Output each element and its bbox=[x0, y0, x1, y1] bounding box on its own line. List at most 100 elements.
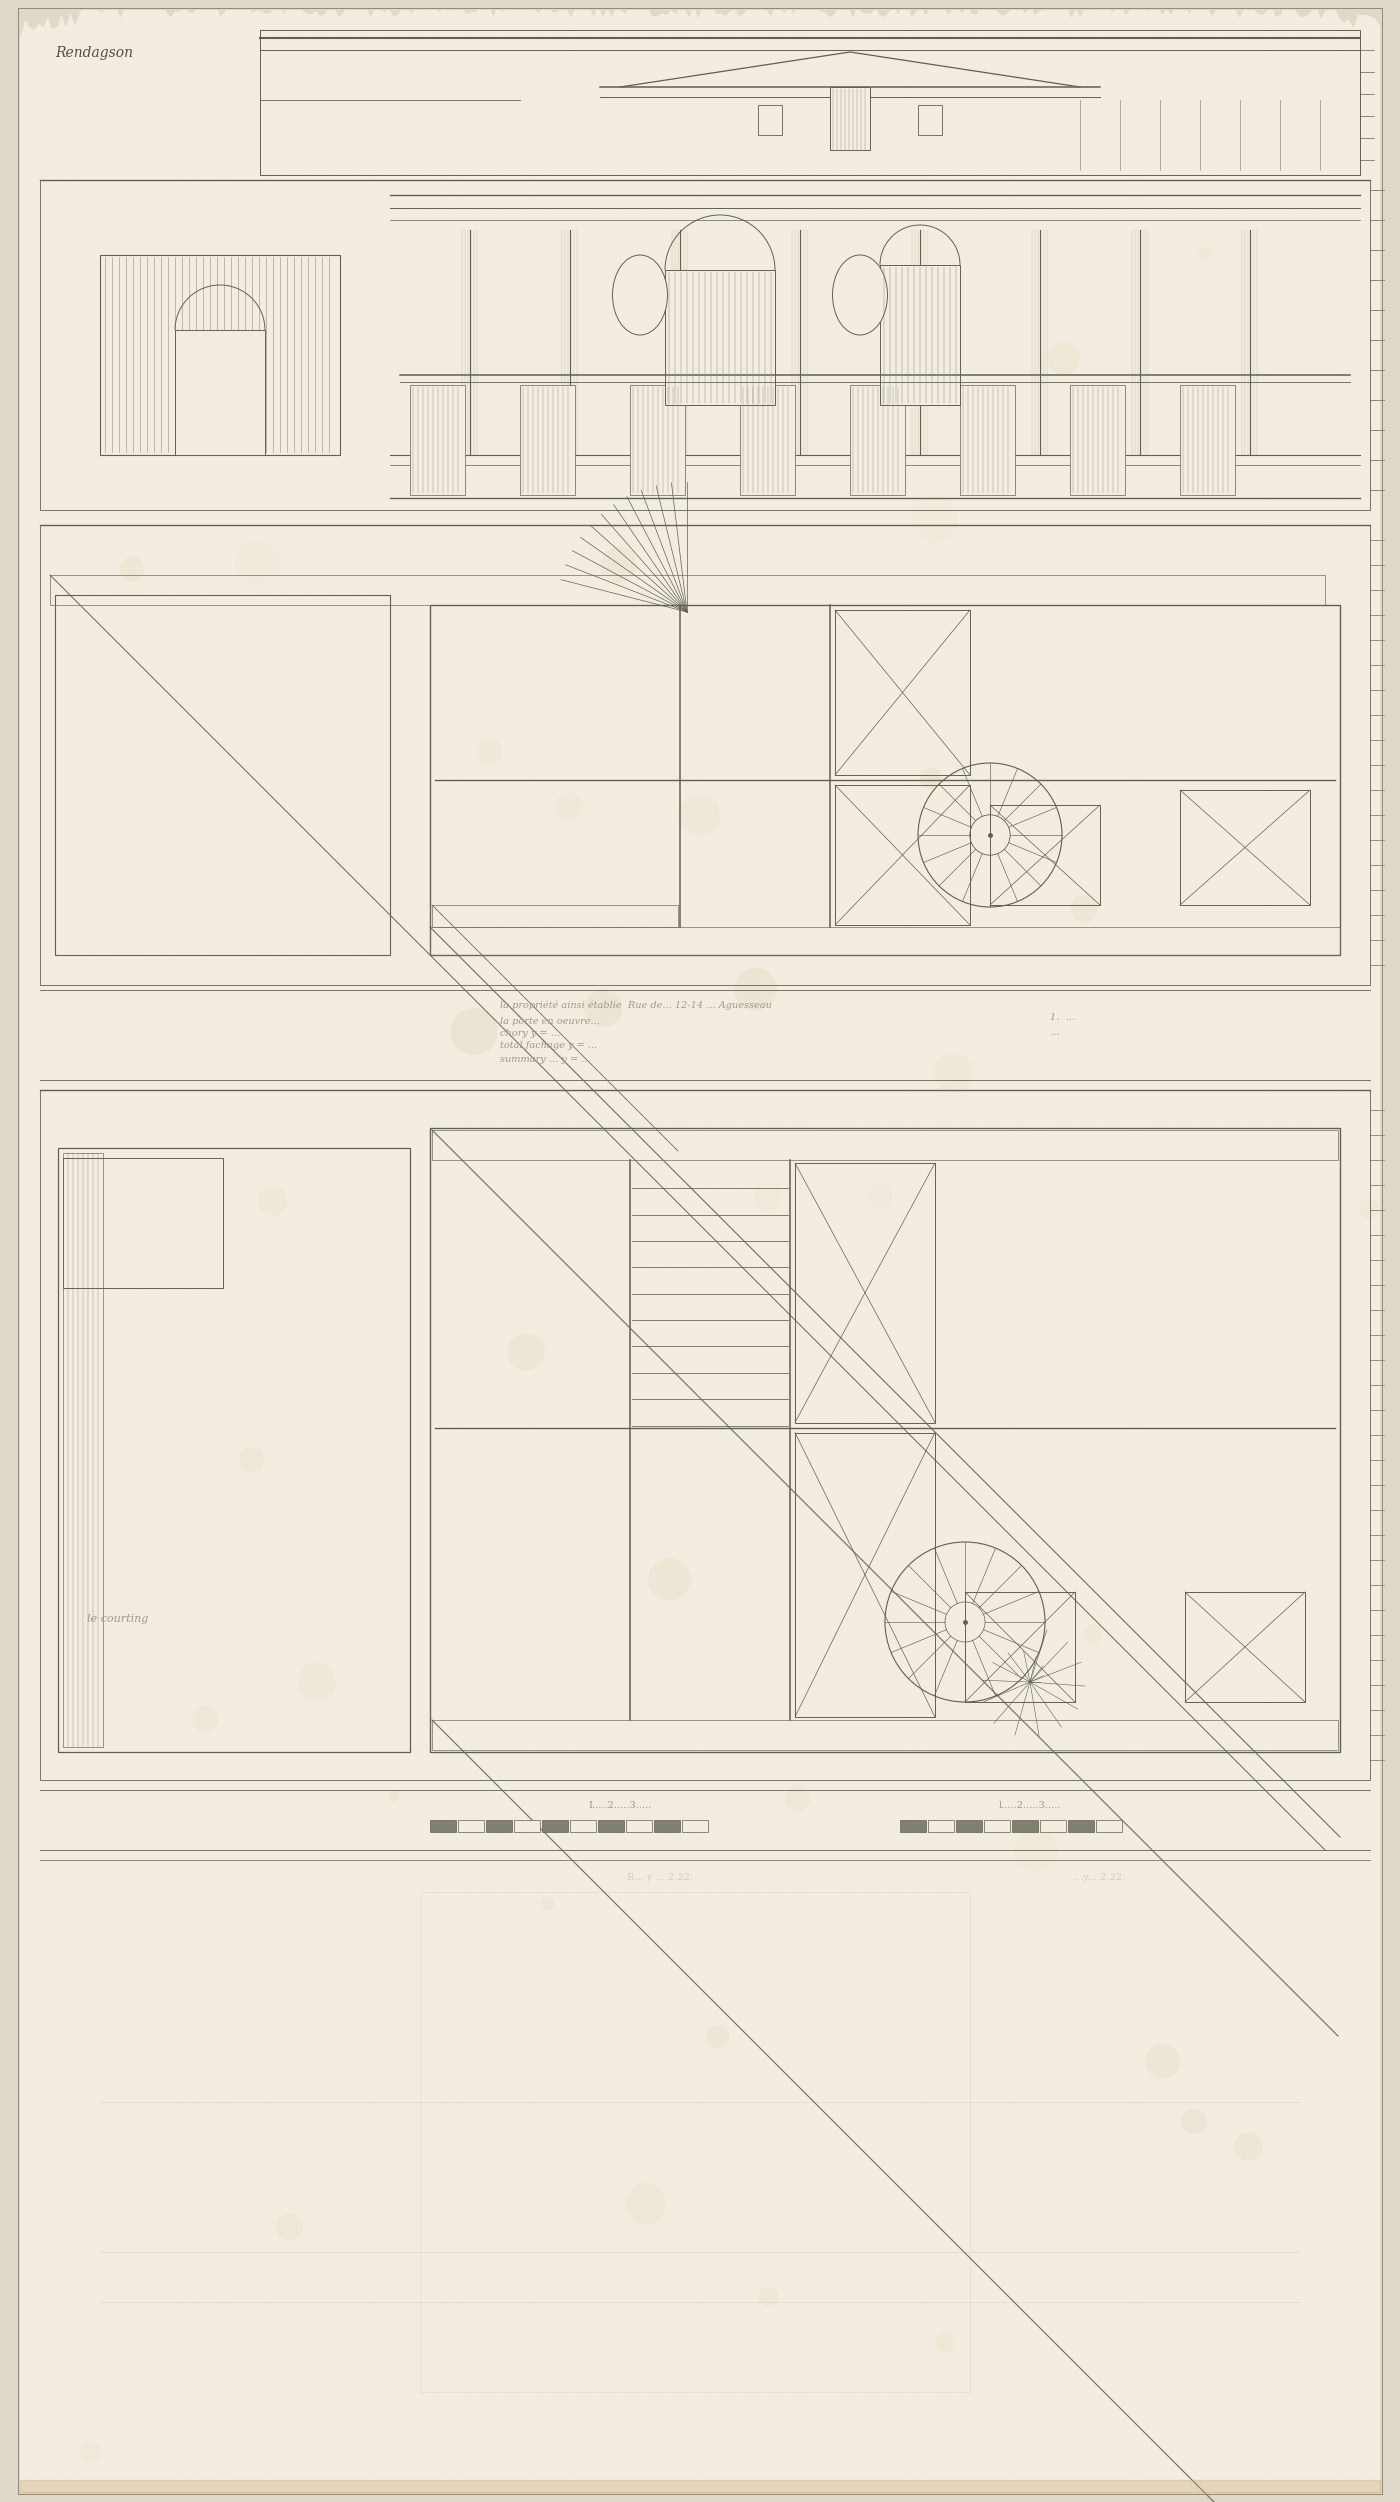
Bar bbox=[50, 575, 1324, 605]
Text: summary ... y = ...: summary ... y = ... bbox=[500, 1056, 591, 1063]
Text: R... y ... 2.22.: R... y ... 2.22. bbox=[627, 1874, 693, 1882]
Bar bbox=[433, 1131, 1338, 1161]
Text: l.....2.....3.....: l.....2.....3..... bbox=[998, 1801, 1061, 1809]
Text: la propriété ainsi établie  Rue de... 12-14 ... Aguesseau: la propriété ainsi établie Rue de... 12-… bbox=[500, 1001, 771, 1011]
Ellipse shape bbox=[833, 255, 888, 335]
Circle shape bbox=[438, 1824, 448, 1834]
Text: ...: ... bbox=[1050, 1028, 1060, 1036]
Circle shape bbox=[1233, 2132, 1263, 2162]
Bar bbox=[965, 1591, 1075, 1701]
Text: la porte en oeuvre...: la porte en oeuvre... bbox=[500, 1016, 599, 1026]
Circle shape bbox=[755, 1183, 781, 1211]
Bar bbox=[630, 385, 685, 495]
Circle shape bbox=[1197, 245, 1212, 260]
Bar bbox=[41, 1091, 1371, 1779]
Bar bbox=[57, 1148, 410, 1751]
Bar bbox=[420, 1892, 970, 2392]
Ellipse shape bbox=[613, 255, 668, 335]
Circle shape bbox=[276, 2214, 302, 2239]
Bar bbox=[486, 1819, 512, 1831]
Circle shape bbox=[297, 1664, 336, 1701]
Circle shape bbox=[507, 1334, 545, 1371]
Circle shape bbox=[648, 1559, 692, 1601]
Circle shape bbox=[601, 545, 637, 583]
Circle shape bbox=[1084, 1624, 1103, 1644]
Bar bbox=[654, 1819, 680, 1831]
Bar bbox=[458, 1819, 484, 1831]
Bar bbox=[900, 1819, 925, 1831]
Bar bbox=[598, 1819, 624, 1831]
Circle shape bbox=[759, 2287, 780, 2307]
Bar bbox=[960, 385, 1015, 495]
Circle shape bbox=[333, 858, 344, 871]
Circle shape bbox=[679, 793, 721, 836]
Circle shape bbox=[935, 2332, 955, 2352]
Bar bbox=[795, 1163, 935, 1424]
Bar bbox=[830, 88, 869, 150]
Circle shape bbox=[624, 2184, 666, 2224]
Bar bbox=[834, 610, 970, 776]
Bar bbox=[1180, 385, 1235, 495]
Bar bbox=[881, 265, 960, 405]
Bar bbox=[430, 1128, 1340, 1751]
Circle shape bbox=[1071, 896, 1098, 923]
Text: chory y = ...: chory y = ... bbox=[500, 1028, 560, 1038]
Text: ...y... 2.22.: ...y... 2.22. bbox=[1074, 1874, 1126, 1882]
Bar bbox=[99, 255, 340, 455]
Circle shape bbox=[119, 555, 144, 580]
Circle shape bbox=[540, 1897, 554, 1909]
Circle shape bbox=[451, 1008, 498, 1056]
Bar bbox=[850, 385, 904, 495]
Text: 1.  ...: 1. ... bbox=[1050, 1013, 1075, 1021]
Bar bbox=[63, 1158, 223, 1289]
Bar bbox=[990, 806, 1100, 906]
Bar bbox=[514, 1819, 540, 1831]
Circle shape bbox=[707, 2024, 729, 2049]
Text: le courting: le courting bbox=[87, 1614, 148, 1624]
Circle shape bbox=[735, 968, 777, 1011]
Bar bbox=[795, 1434, 935, 1716]
Circle shape bbox=[388, 1789, 399, 1801]
Circle shape bbox=[1145, 2044, 1180, 2079]
Bar bbox=[626, 1819, 652, 1831]
Circle shape bbox=[934, 1053, 973, 1093]
Circle shape bbox=[1014, 1829, 1058, 1871]
Bar bbox=[55, 595, 391, 956]
Circle shape bbox=[920, 768, 942, 788]
Circle shape bbox=[259, 1186, 288, 1216]
Bar bbox=[519, 385, 575, 495]
Circle shape bbox=[193, 1706, 218, 1731]
Bar bbox=[741, 385, 795, 495]
Bar bbox=[542, 1819, 568, 1831]
Bar bbox=[682, 1819, 708, 1831]
Circle shape bbox=[556, 793, 584, 821]
Bar bbox=[1070, 385, 1126, 495]
Bar bbox=[260, 30, 1359, 175]
Bar bbox=[956, 1819, 981, 1831]
Circle shape bbox=[784, 1786, 811, 1811]
Bar bbox=[433, 906, 678, 928]
Bar bbox=[1012, 1819, 1037, 1831]
Bar bbox=[41, 525, 1371, 986]
Bar bbox=[834, 786, 970, 926]
Bar bbox=[430, 605, 1340, 956]
Bar bbox=[1096, 1819, 1121, 1831]
Bar bbox=[430, 928, 1340, 956]
Bar bbox=[918, 105, 942, 135]
Bar bbox=[928, 1819, 953, 1831]
Bar bbox=[433, 1719, 1338, 1749]
Text: total fachage y = ...: total fachage y = ... bbox=[500, 1041, 598, 1051]
Circle shape bbox=[1047, 343, 1081, 375]
Bar bbox=[430, 1819, 456, 1831]
Bar bbox=[63, 1153, 104, 1746]
Text: I.....2.....3.....: I.....2.....3..... bbox=[588, 1801, 651, 1809]
Bar bbox=[1068, 1819, 1093, 1831]
Bar bbox=[1180, 791, 1310, 906]
Circle shape bbox=[239, 1446, 265, 1474]
Bar bbox=[41, 180, 1371, 510]
Bar bbox=[757, 105, 783, 135]
Bar bbox=[1040, 1819, 1065, 1831]
Circle shape bbox=[1182, 2109, 1207, 2134]
Bar bbox=[984, 1819, 1009, 1831]
Bar bbox=[410, 385, 465, 495]
